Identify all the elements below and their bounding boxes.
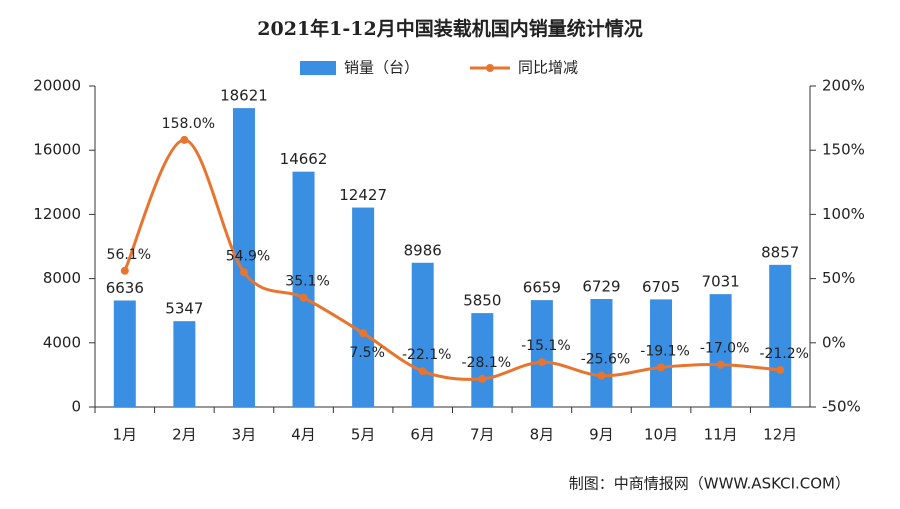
- bar-value-label: 6659: [523, 279, 561, 297]
- line-point: [537, 358, 546, 367]
- y2-tick-label: 100%: [822, 205, 865, 223]
- bar-value-label: 14662: [280, 150, 328, 168]
- x-tick-label: 7月: [470, 426, 495, 444]
- x-tick-label: 2月: [172, 426, 197, 444]
- y-tick-label: 4000: [43, 333, 81, 351]
- bar-value-label: 6729: [582, 277, 620, 295]
- line-value-label: -22.1%: [402, 347, 452, 363]
- source: 制图：中商情报网（WWW.ASKCI.COM）: [569, 475, 850, 493]
- bar: [471, 313, 494, 407]
- line-value-label: 54.9%: [226, 248, 270, 264]
- y-tick-label: 8000: [43, 269, 81, 287]
- x-tick-label: 6月: [410, 426, 435, 444]
- line-value-label: -25.6%: [581, 352, 631, 368]
- bar: [173, 321, 196, 407]
- bar-value-label: 12427: [339, 186, 387, 204]
- line-value-label: -17.0%: [700, 341, 750, 357]
- x-tick-label: 5月: [351, 426, 376, 444]
- line-point: [239, 268, 248, 277]
- y-tick-label: 16000: [33, 141, 81, 159]
- bar: [650, 299, 673, 407]
- bar-value-label: 8857: [761, 243, 799, 261]
- line-value-label: 158.0%: [162, 116, 215, 132]
- line-point: [597, 371, 606, 380]
- line-point: [776, 366, 785, 375]
- bar: [232, 108, 255, 408]
- chart-title: 2021年1-12月中国装载机国内销量统计情况: [257, 17, 642, 40]
- legend-swatch: [486, 64, 494, 72]
- line-point: [299, 293, 308, 302]
- bar: [530, 300, 553, 407]
- bar-value-label: 7031: [702, 273, 740, 291]
- legend-swatch: [300, 61, 336, 75]
- line-point: [478, 374, 487, 383]
- legend-label: 同比增减: [518, 59, 578, 77]
- line-point: [180, 135, 189, 144]
- y2-tick-label: 50%: [822, 269, 855, 287]
- bar: [292, 171, 315, 407]
- legend-label: 销量（台）: [344, 59, 419, 77]
- x-tick-label: 1月: [113, 426, 138, 444]
- bar-value-label: 6636: [106, 279, 144, 297]
- line-value-label: -15.1%: [521, 338, 571, 354]
- x-tick-label: 11月: [704, 426, 738, 444]
- bar: [709, 294, 732, 407]
- bar: [769, 264, 792, 407]
- line-value-label: -28.1%: [462, 355, 512, 371]
- bar: [590, 298, 613, 407]
- y-tick-label: 20000: [33, 77, 81, 95]
- bar-value-label: 5850: [463, 292, 501, 310]
- y2-tick-label: 0%: [822, 333, 846, 351]
- bar: [352, 207, 375, 407]
- line-point: [716, 360, 725, 369]
- x-tick-label: 10月: [644, 426, 678, 444]
- y2-tick-label: 200%: [822, 77, 865, 95]
- y2-tick-label: 150%: [822, 141, 865, 159]
- bar-value-label: 18621: [220, 87, 268, 105]
- x-tick-label: 3月: [232, 426, 257, 444]
- line-value-label: 56.1%: [107, 247, 151, 263]
- line-value-label: 7.5%: [349, 345, 385, 361]
- bar-value-label: 8986: [404, 241, 442, 259]
- bar-value-label: 5347: [165, 300, 203, 318]
- bar: [113, 300, 136, 407]
- x-tick-label: 9月: [589, 426, 614, 444]
- x-tick-label: 4月: [291, 426, 316, 444]
- line-value-label: -21.2%: [759, 346, 809, 362]
- y-tick-label: 0: [71, 398, 81, 416]
- x-tick-label: 8月: [530, 426, 555, 444]
- line-point: [657, 363, 666, 372]
- x-tick-label: 12月: [763, 426, 797, 444]
- line-point: [120, 266, 129, 275]
- y-tick-label: 12000: [33, 205, 81, 223]
- line-point: [359, 329, 368, 338]
- bar: [411, 262, 434, 407]
- bar-value-label: 6705: [642, 278, 680, 296]
- y2-tick-label: -50%: [822, 398, 861, 416]
- line-point: [418, 367, 427, 376]
- line-value-label: 35.1%: [285, 274, 329, 290]
- line-value-label: -19.1%: [640, 343, 690, 359]
